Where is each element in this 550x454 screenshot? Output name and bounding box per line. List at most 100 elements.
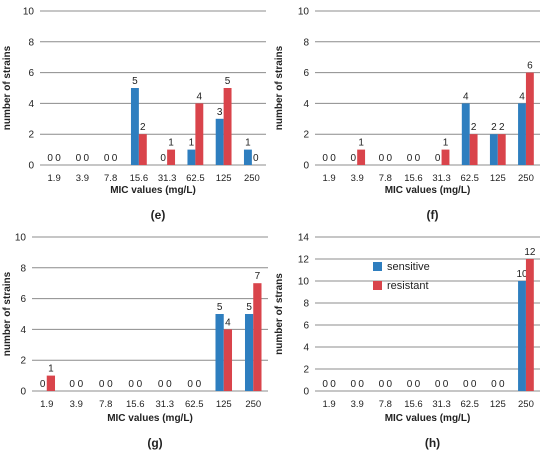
data-label: 1 <box>358 138 364 149</box>
x-tick-label: 31.3 <box>432 173 451 184</box>
data-label: 0 <box>499 379 505 390</box>
data-label: 0 <box>253 153 259 164</box>
legend-label-resistant: resistant <box>387 280 429 292</box>
data-label: 2 <box>140 122 146 133</box>
y-axis-label: number of strains <box>2 45 13 130</box>
data-label: 0 <box>40 379 46 390</box>
data-label: 0 <box>350 153 356 164</box>
data-label: 6 <box>527 61 533 72</box>
y-tick-label: 14 <box>298 233 310 244</box>
x-tick-label: 62.5 <box>460 399 479 410</box>
data-label: 0 <box>435 153 441 164</box>
data-label: 12 <box>524 247 536 258</box>
y-tick-label: 4 <box>303 99 309 110</box>
data-label: 10 <box>516 269 528 280</box>
x-tick-label: 1.9 <box>40 399 53 410</box>
x-tick-label: 15.6 <box>404 399 423 410</box>
data-label: 1 <box>443 138 449 149</box>
data-label: 1 <box>48 364 54 375</box>
bar-sensitive <box>215 118 224 165</box>
y-tick-label: 2 <box>303 130 309 141</box>
legend-swatch-sensitive <box>373 262 382 271</box>
x-axis-label: MIC values (mg/L) <box>385 185 471 196</box>
x-tick-label: 62.5 <box>460 173 479 184</box>
bar-resistant <box>223 88 232 165</box>
y-tick-label: 2 <box>20 356 26 367</box>
data-label: 0 <box>415 379 421 390</box>
x-tick-label: 250 <box>244 173 260 184</box>
data-label: 0 <box>112 153 118 164</box>
bar-sensitive <box>215 314 224 391</box>
bar-resistant <box>46 375 56 391</box>
data-label: 2 <box>491 122 497 133</box>
bar-resistant <box>525 259 534 391</box>
y-tick-label: 0 <box>303 387 309 398</box>
x-tick-label: 7.8 <box>104 173 117 184</box>
data-label: 4 <box>225 317 231 328</box>
bar-resistant <box>223 329 233 391</box>
panel-label: (f) <box>427 208 439 222</box>
y-tick-label: 0 <box>303 161 309 172</box>
data-label: 0 <box>322 153 328 164</box>
y-axis-label: number of strains <box>274 45 285 130</box>
x-tick-label: 250 <box>245 399 261 410</box>
x-tick-label: 7.8 <box>99 399 112 410</box>
x-tick-label: 250 <box>518 399 534 410</box>
data-label: 3 <box>217 107 223 118</box>
x-tick-label: 3.9 <box>70 399 83 410</box>
bar-sensitive <box>243 149 252 165</box>
legend-label-sensitive: sensitive <box>387 261 430 273</box>
data-label: 0 <box>107 379 113 390</box>
bar-sensitive <box>518 103 526 165</box>
data-label: 0 <box>196 379 202 390</box>
x-tick-label: 62.5 <box>186 173 205 184</box>
x-tick-label: 15.6 <box>130 173 149 184</box>
y-tick-label: 4 <box>20 325 26 336</box>
bar-sensitive <box>461 103 470 165</box>
data-label: 0 <box>84 153 90 164</box>
bar-resistant <box>497 134 506 165</box>
bar-resistant <box>525 72 534 165</box>
y-tick-label: 8 <box>303 299 309 310</box>
data-label: 0 <box>99 379 105 390</box>
y-tick-label: 10 <box>15 233 27 244</box>
data-label: 0 <box>407 379 413 390</box>
data-label: 0 <box>69 379 75 390</box>
x-tick-label: 125 <box>216 399 232 410</box>
data-label: 0 <box>407 153 413 164</box>
bar-resistant <box>195 103 204 165</box>
data-label: 5 <box>225 76 231 87</box>
data-label: 0 <box>443 379 449 390</box>
x-tick-label: 125 <box>490 173 506 184</box>
data-label: 5 <box>246 302 252 313</box>
x-tick-label: 7.8 <box>379 399 392 410</box>
data-label: 2 <box>471 122 477 133</box>
bar-resistant <box>138 134 147 165</box>
y-tick-label: 6 <box>303 321 309 332</box>
y-axis-label: number of strains <box>2 271 13 356</box>
x-axis-label: MIC values (mg/L) <box>110 185 196 196</box>
data-label: 1 <box>245 138 251 149</box>
data-label: 0 <box>187 379 193 390</box>
panel-label: (e) <box>151 208 166 222</box>
y-tick-label: 4 <box>28 99 34 110</box>
data-label: 0 <box>158 379 164 390</box>
y-tick-label: 12 <box>298 255 310 266</box>
data-label: 0 <box>128 379 134 390</box>
data-label: 0 <box>137 379 143 390</box>
x-tick-label: 125 <box>216 173 232 184</box>
x-axis-label: MIC values (mg/L) <box>385 413 471 424</box>
y-tick-label: 8 <box>303 37 309 48</box>
legend-swatch-resistant <box>373 281 382 290</box>
x-tick-label: 3.9 <box>351 399 364 410</box>
bar-sensitive <box>489 134 498 165</box>
x-tick-label: 1.9 <box>48 173 61 184</box>
x-tick-label: 125 <box>490 399 506 410</box>
x-tick-label: 3.9 <box>76 173 89 184</box>
x-tick-label: 31.3 <box>156 399 175 410</box>
y-tick-label: 8 <box>20 263 26 274</box>
data-label: 0 <box>379 379 385 390</box>
